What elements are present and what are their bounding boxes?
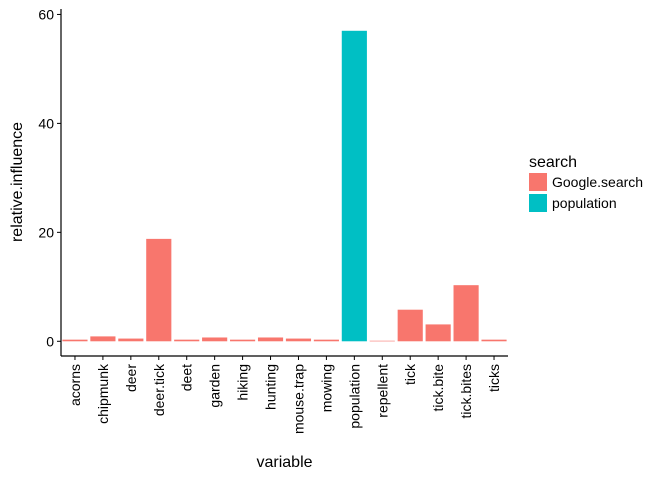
legend-label-Google-search: Google.search xyxy=(552,174,643,190)
bar-mouse-trap xyxy=(285,338,312,342)
x-tick-label-hunting: hunting xyxy=(263,364,279,410)
x-tick-label-deer: deer xyxy=(123,364,139,392)
legend-title: search xyxy=(529,154,577,171)
x-tick-label-repellent: repellent xyxy=(374,364,390,418)
bar-deet xyxy=(174,339,200,342)
x-tick-label-mowing: mowing xyxy=(318,364,334,412)
legend-label-population: population xyxy=(552,195,617,211)
bar-chipmunk xyxy=(90,336,116,342)
bar-tick-bite xyxy=(425,324,451,342)
bar-deer-tick xyxy=(146,238,172,342)
x-tick-label-population: population xyxy=(346,364,362,429)
bar-ticks xyxy=(481,339,507,342)
x-tick-label-chipmunk: chipmunk xyxy=(95,363,111,424)
x-tick-label-deer-tick: deer.tick xyxy=(151,363,167,416)
y-tick-label: 0 xyxy=(46,333,54,349)
legend-key-population xyxy=(529,194,547,212)
x-tick-label-tick-bite: tick.bite xyxy=(430,364,446,412)
x-axis-ticks: acorns chipmunk deer deer.tick deet garden hik… xyxy=(67,356,502,434)
x-tick-label-acorns: acorns xyxy=(67,364,83,406)
x-axis-title: variable xyxy=(256,454,312,471)
legend-entries: Google.search population xyxy=(529,173,643,212)
x-tick-label-hiking: hiking xyxy=(235,364,251,401)
legend: search Google.search population xyxy=(529,154,643,212)
x-tick-label-tick-bites: tick.bites xyxy=(458,364,474,418)
bars-group xyxy=(62,30,507,342)
y-tick-label: 40 xyxy=(38,115,54,131)
x-tick-label-deet: deet xyxy=(179,364,195,391)
bar-garden xyxy=(202,337,228,342)
bar-hiking xyxy=(230,339,256,342)
bar-tick xyxy=(397,309,423,342)
bar-mowing xyxy=(313,339,339,342)
bar-population xyxy=(341,30,367,342)
y-tick-label: 20 xyxy=(38,224,54,240)
x-tick-label-ticks: ticks xyxy=(486,364,502,392)
x-tick-label-mouse-trap: mouse.trap xyxy=(290,364,306,434)
x-tick-label-garden: garden xyxy=(207,364,223,408)
bar-tick-bites xyxy=(453,285,479,342)
bar-repellent xyxy=(369,340,395,342)
y-axis-title: relative.influence xyxy=(9,122,26,242)
bar-acorns xyxy=(62,339,88,342)
bar-hunting xyxy=(257,337,284,342)
y-axis-ticks: 0 20 40 60 xyxy=(38,6,61,349)
bar-deer xyxy=(118,338,144,342)
y-tick-label: 60 xyxy=(38,6,54,22)
x-tick-label-tick: tick xyxy=(402,363,418,385)
legend-key-Google-search xyxy=(529,173,547,191)
